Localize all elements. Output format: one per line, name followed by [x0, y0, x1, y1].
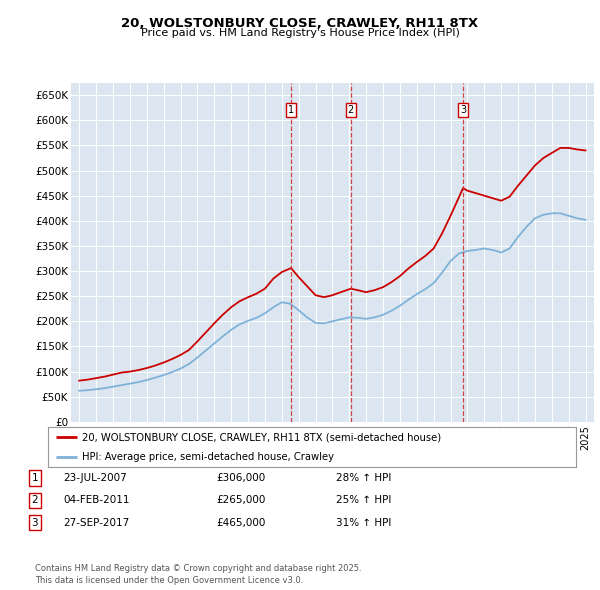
Text: 1: 1: [288, 105, 294, 115]
Text: HPI: Average price, semi-detached house, Crawley: HPI: Average price, semi-detached house,…: [82, 453, 334, 462]
Text: £306,000: £306,000: [216, 473, 265, 483]
Text: 28% ↑ HPI: 28% ↑ HPI: [336, 473, 391, 483]
Text: 31% ↑ HPI: 31% ↑ HPI: [336, 518, 391, 527]
Text: 23-JUL-2007: 23-JUL-2007: [63, 473, 127, 483]
Text: 04-FEB-2011: 04-FEB-2011: [63, 496, 130, 505]
Text: 20, WOLSTONBURY CLOSE, CRAWLEY, RH11 8TX: 20, WOLSTONBURY CLOSE, CRAWLEY, RH11 8TX: [121, 17, 479, 30]
Text: Contains HM Land Registry data © Crown copyright and database right 2025.
This d: Contains HM Land Registry data © Crown c…: [35, 565, 361, 585]
Text: 27-SEP-2017: 27-SEP-2017: [63, 518, 129, 527]
Text: 3: 3: [31, 518, 38, 527]
Text: 2: 2: [347, 105, 354, 115]
Text: 1: 1: [31, 473, 38, 483]
Text: 2: 2: [31, 496, 38, 505]
Text: £465,000: £465,000: [216, 518, 265, 527]
Text: 25% ↑ HPI: 25% ↑ HPI: [336, 496, 391, 505]
Text: 20, WOLSTONBURY CLOSE, CRAWLEY, RH11 8TX (semi-detached house): 20, WOLSTONBURY CLOSE, CRAWLEY, RH11 8TX…: [82, 432, 442, 442]
Text: £265,000: £265,000: [216, 496, 265, 505]
Text: Price paid vs. HM Land Registry's House Price Index (HPI): Price paid vs. HM Land Registry's House …: [140, 28, 460, 38]
Text: 3: 3: [460, 105, 466, 115]
